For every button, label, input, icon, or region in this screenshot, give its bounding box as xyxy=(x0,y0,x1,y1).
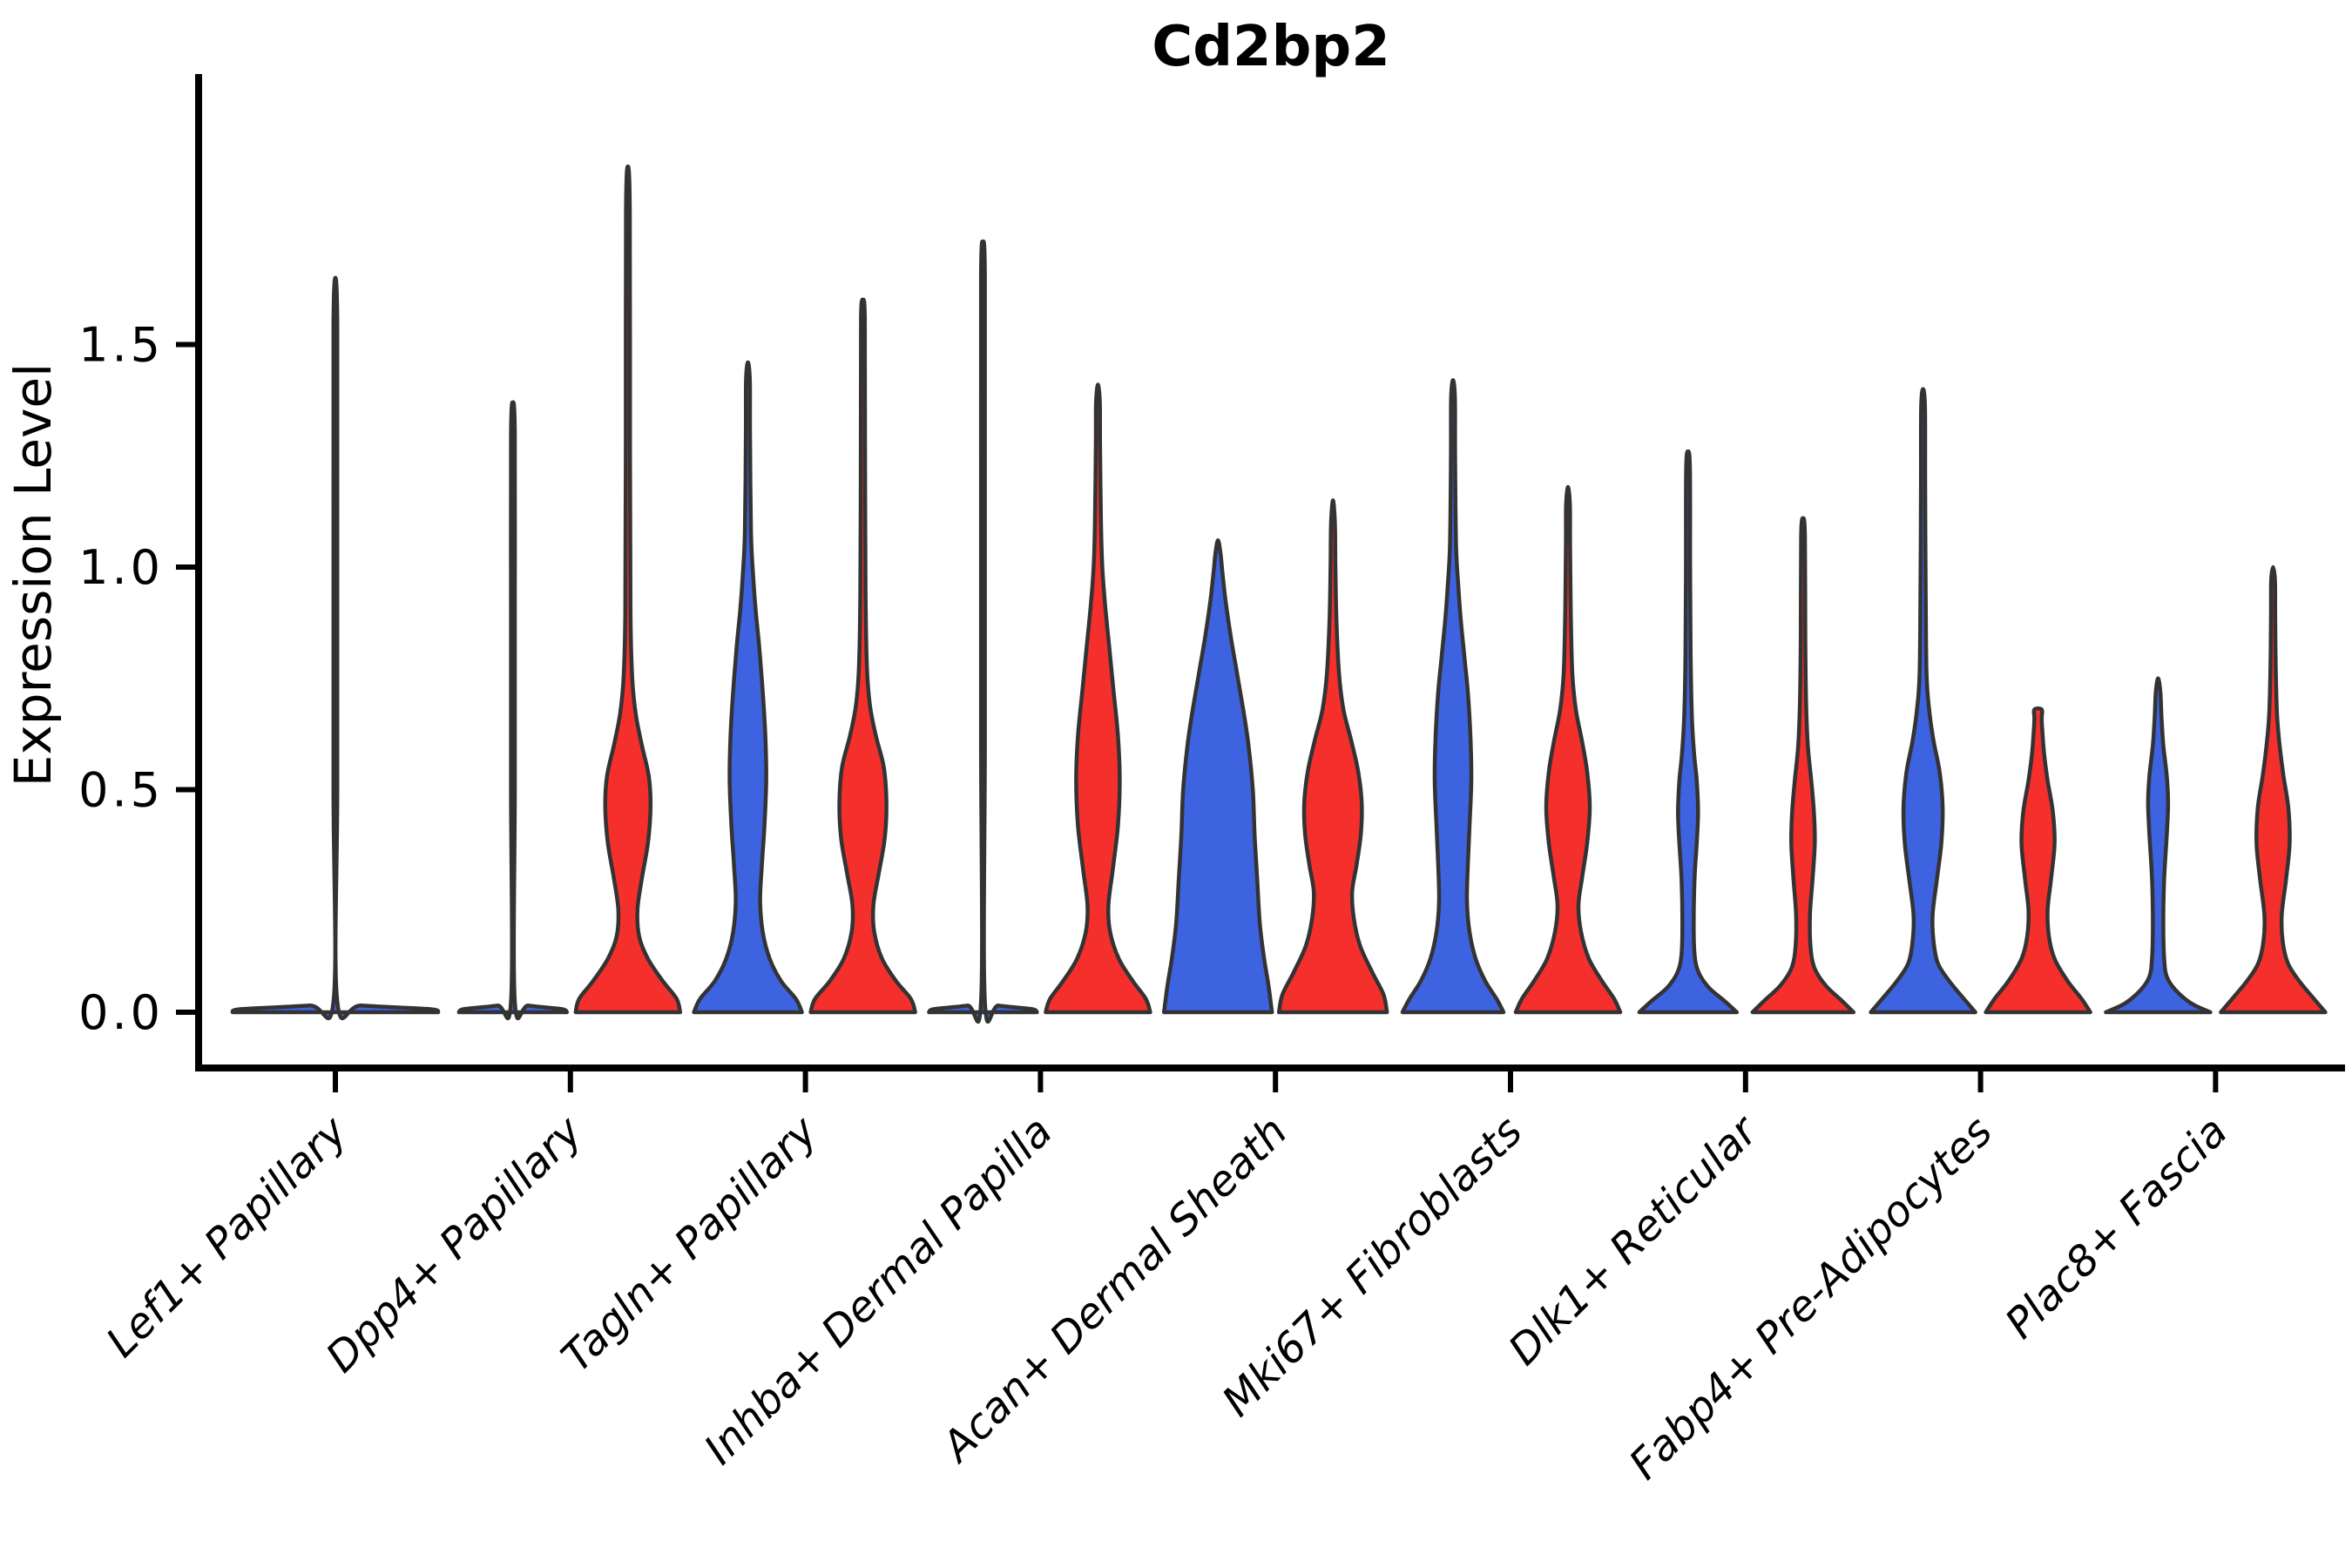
violin-plac8-fascia-blue xyxy=(2104,676,2213,1015)
y-tick-label-1.5: 1.5 xyxy=(78,318,164,373)
violin-mki67-fibroblasts-blue xyxy=(1400,378,1506,1015)
x-tick-label-dpp4-papillary: Dpp4+ Papillary xyxy=(317,1106,592,1382)
violin-tagln-papillary-blue xyxy=(692,360,804,1015)
violin-fabp4-pre-adipocytes-blue xyxy=(1869,387,1977,1015)
axes-layer xyxy=(195,74,2345,1071)
x-tick-label-tagln-papillary: Tagln+ Papillary xyxy=(552,1106,828,1382)
x-tick-label-lef1-papillary: Lef1+ Papillary xyxy=(97,1106,357,1367)
y-tick-label-1: 1.0 xyxy=(78,540,164,595)
violin-dpp4-papillary-blue xyxy=(456,400,570,1021)
violin-fabp4-pre-adipocytes-red xyxy=(1984,706,2092,1015)
violins-layer xyxy=(230,164,2328,1024)
violin-tagln-papillary-red xyxy=(808,297,917,1015)
violin-dpp4-papillary-red xyxy=(573,164,683,1015)
violin-acan-dermal-sheath-blue xyxy=(1161,538,1274,1015)
y-axis-label: Expression Level xyxy=(3,363,63,787)
x-tick-label-dlk1-reticular: Dlk1+ Reticular xyxy=(1499,1105,1769,1375)
chart-title: Cd2bp2 xyxy=(1152,15,1389,79)
violin-acan-dermal-sheath-red xyxy=(1276,498,1389,1015)
x-tick-label-plac8-fascia: Plac8+ Fascia xyxy=(1996,1107,2237,1348)
violin-dlk1-reticular-red xyxy=(1750,516,1856,1015)
violin-inhba-dermal-papilla-red xyxy=(1044,382,1152,1015)
violin-lef1-papillary-single xyxy=(230,275,441,1021)
y-axis-spine xyxy=(195,74,202,1071)
y-tick-label-0.5: 0.5 xyxy=(78,763,164,818)
x-axis-spine xyxy=(195,1064,2345,1071)
violin-dlk1-reticular-blue xyxy=(1637,449,1740,1015)
ticks-layer xyxy=(176,341,2219,1092)
violin-plac8-fascia-red xyxy=(2219,564,2328,1015)
violin-inhba-dermal-papilla-blue xyxy=(927,239,1039,1024)
violin-mki67-fibroblasts-red xyxy=(1513,484,1623,1015)
y-tick-label-0: 0.0 xyxy=(78,985,164,1040)
